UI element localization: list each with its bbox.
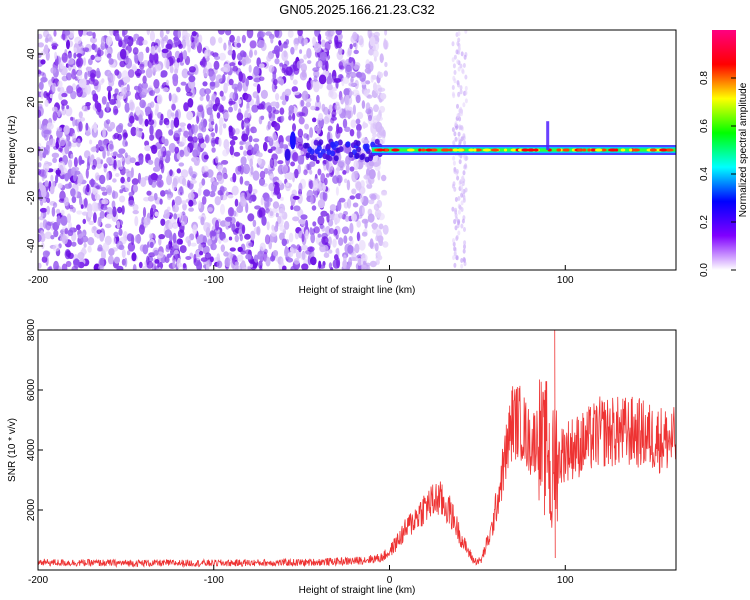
x-tick-label: 0 [387, 275, 393, 286]
colorbar-ticks: 0.0 0.2 0.4 0.6 0.8 [699, 71, 736, 277]
y-tick-label: 2000 [26, 498, 37, 521]
colorbar-tick-label: 0.4 [699, 167, 710, 181]
spectrogram-cells [38, 30, 676, 270]
x-tick-label: -100 [204, 275, 224, 286]
snr-panel: -200 -100 0 100 2000 4000 6000 8000 Height of … [7, 318, 677, 596]
y-tick-label: 4000 [26, 438, 37, 461]
y-tick-label: 6000 [26, 378, 37, 401]
snr-y-axis: 2000 4000 6000 8000 [26, 318, 43, 521]
spectrogram-x-axis: -200 -100 0 100 [28, 265, 574, 286]
spectrogram-y-axis: -40 -20 0 20 40 [26, 48, 43, 253]
snr-x-axis-label: Height of straight line (km) [299, 585, 416, 596]
figure-title: GN05.2025.166.21.23.C32 [279, 2, 434, 17]
spectrogram-y-axis-label: Frequency (Hz) [7, 116, 18, 185]
y-tick-label: 8000 [26, 318, 37, 341]
colorbar-tick-label: 0.2 [699, 215, 710, 229]
y-tick-label: 0 [26, 147, 37, 153]
y-tick-label: -20 [26, 190, 37, 205]
snr-plot-area [38, 330, 676, 569]
y-tick-label: 40 [26, 48, 37, 60]
colorbar-scale [712, 30, 736, 270]
x-tick-label: -100 [204, 575, 224, 586]
snr-x-axis: -200 -100 0 100 [28, 565, 574, 586]
snr-series-line [38, 330, 676, 569]
x-tick-label: -200 [28, 275, 48, 286]
x-tick-label: 100 [557, 575, 574, 586]
colorbar-tick-label: 0.0 [699, 263, 710, 277]
colorbar-tick-label: 0.6 [699, 119, 710, 133]
colorbar: 0.0 0.2 0.4 0.6 0.8 Normalized spectral ampl… [699, 30, 749, 277]
x-tick-label: 0 [387, 575, 393, 586]
snr-y-axis-label: SNR (10 * v/v) [7, 418, 18, 482]
x-tick-label: 100 [557, 275, 574, 286]
spectrogram-x-axis-label: Height of straight line (km) [299, 285, 416, 296]
y-tick-label: 20 [26, 96, 37, 108]
y-tick-label: -40 [26, 238, 37, 253]
colorbar-label: Normalized spectral amplitude [738, 82, 749, 217]
colorbar-tick-label: 0.8 [699, 71, 710, 85]
x-tick-label: -200 [28, 575, 48, 586]
spectrogram-plot-area [38, 30, 676, 270]
